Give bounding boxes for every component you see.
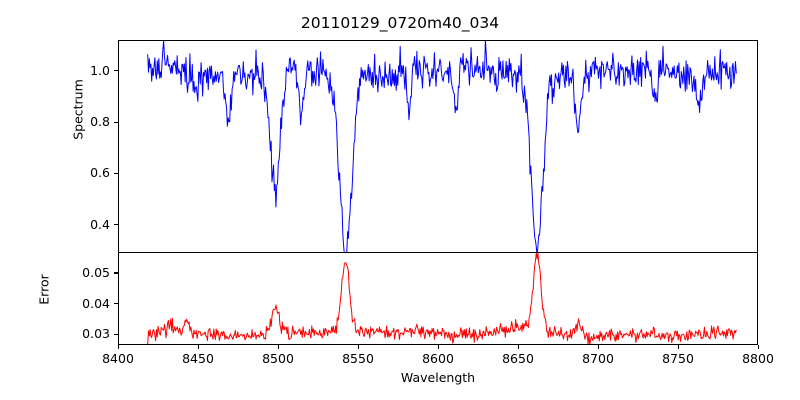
x-tick-mark [757,345,759,349]
spectrum-line-series [119,41,757,252]
x-tick-mark [517,345,519,349]
error-y-tick-label: 0.05 [82,264,110,280]
x-tick-label: 8750 [662,351,694,366]
error-y-tick-label: 0.03 [82,326,110,342]
x-axis-label: Wavelength [400,370,476,385]
error-y-tick-label: 0.04 [82,295,110,311]
x-tick-label: 8550 [342,351,374,366]
x-tick-mark [197,345,199,349]
spectrum-plot-area [118,40,758,253]
x-tick-mark [357,345,359,349]
error-plot-area [118,253,758,345]
spectrum-y-tick-label: 1.0 [90,62,110,78]
spectrum-y-tick-label: 0.4 [90,216,110,232]
x-tick-label: 8450 [182,351,214,366]
spectrum-y-tick-mark [114,172,118,175]
x-tick-mark [117,345,119,349]
x-tick-label: 8400 [102,351,134,366]
spectrum-y-tick-label: 0.6 [90,165,110,181]
error-line-series [119,253,757,344]
spectrum-y-tick-mark [114,70,118,72]
spectrum-y-tick-label: 0.8 [90,114,110,130]
x-tick-label: 8800 [742,351,774,366]
error-y-tick-mark [114,333,118,335]
error-y-tick-mark [114,272,118,274]
x-tick-label: 8500 [262,351,294,366]
x-tick-label: 8650 [502,351,534,366]
error-axis-label: Error [36,274,52,305]
x-tick-label: 8600 [422,351,454,366]
x-tick-mark [277,345,279,349]
spectrum-y-tick-mark [114,121,118,123]
x-tick-mark [677,345,679,349]
x-tick-mark [437,345,439,349]
figure-title: 20110129_0720m40_034 [300,14,500,32]
spectrum-y-tick-mark [114,224,118,226]
error-y-tick-mark [114,303,118,305]
x-tick-mark [597,345,599,349]
x-tick-label: 8700 [582,351,614,366]
